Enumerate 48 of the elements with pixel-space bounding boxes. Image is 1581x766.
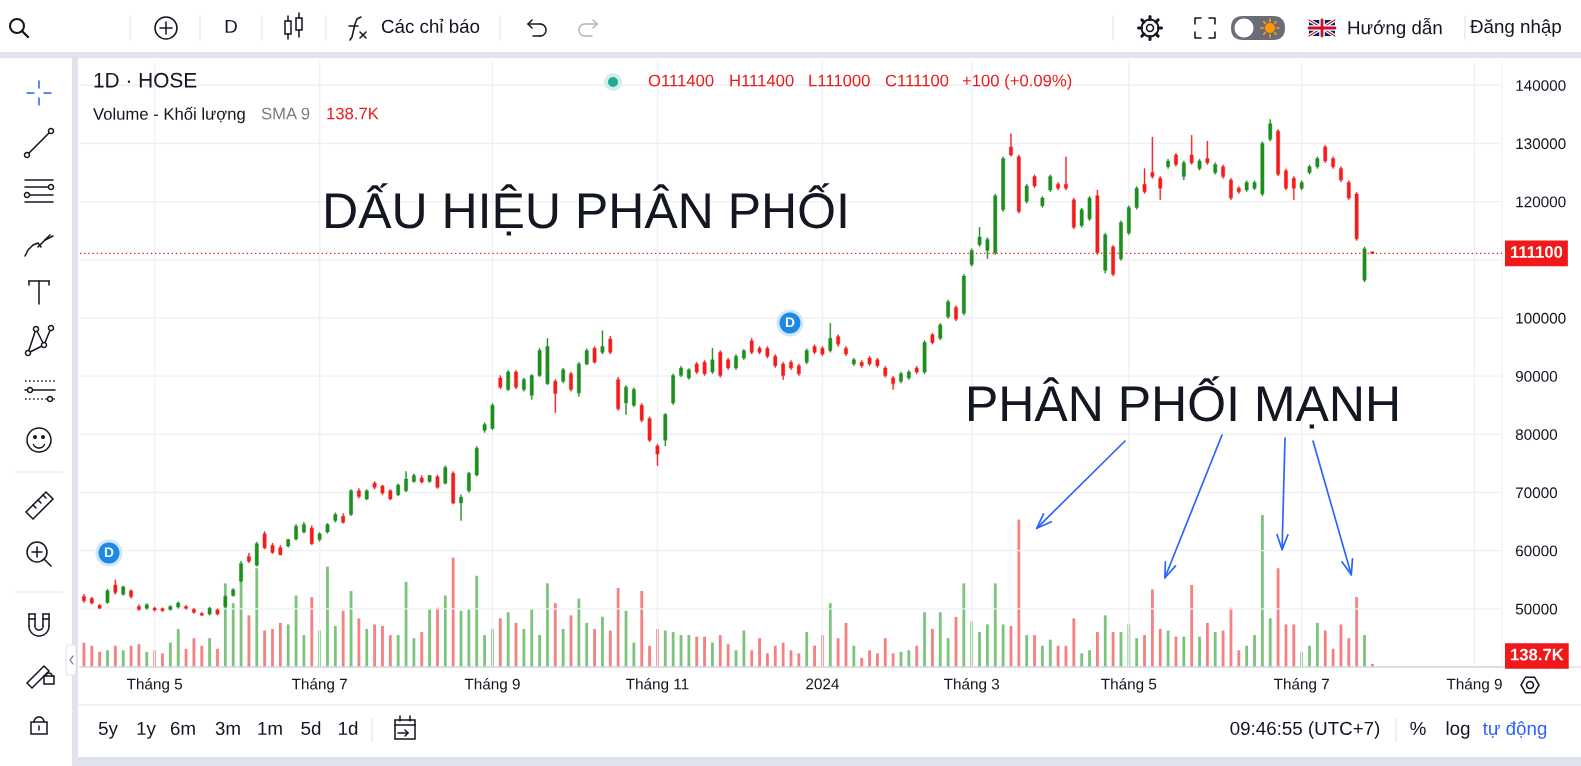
text: Các chỉ báo — [381, 18, 480, 34]
ref-line-label: 111100 — [1511, 246, 1563, 258]
text: % — [1410, 721, 1426, 735]
x-tick-label: Tháng 5 — [126, 678, 183, 693]
annotation: +100 (+0.09%) — [962, 74, 1072, 90]
text: tự động — [1482, 721, 1547, 739]
text: D — [225, 19, 237, 33]
text: Đăng nhập — [1470, 19, 1561, 37]
x-tick-label: Tháng 9 — [1446, 678, 1502, 693]
y-tick-label: 130000 — [1516, 138, 1566, 150]
text: 3m — [215, 721, 240, 736]
y-tick-label: 60000 — [1515, 545, 1558, 557]
annotation: DẤU HIỆU PHÂN PHỐI — [326, 183, 846, 236]
y-tick-label: 80000 — [1515, 429, 1558, 440]
y-tick-label: 120000 — [1516, 196, 1566, 208]
x-tick-label: 2024 — [806, 678, 839, 690]
y-tick-label: 50000 — [1515, 603, 1558, 615]
annotation: 138.7K — [327, 107, 379, 120]
x-tick-label: Tháng 11 — [626, 678, 689, 693]
text: 09:46:55 (UTC+7) — [1230, 721, 1380, 739]
y-tick-label: 100000 — [1516, 312, 1566, 324]
annotation: D — [104, 547, 114, 558]
chart-title: 1D · HOSE — [94, 72, 197, 88]
annotation: C111100 — [885, 74, 949, 87]
x-tick-label: Tháng 7 — [1273, 678, 1329, 693]
text: 138.7K — [1511, 648, 1564, 661]
x-tick-label: Tháng 7 — [291, 678, 347, 693]
text: log — [1446, 721, 1470, 739]
annotation: PHÂN PHỐI MẠNH — [969, 376, 1397, 429]
text: 1m — [258, 721, 282, 735]
chart-title: Volume - Khối lượng — [93, 106, 245, 124]
text: 5d — [301, 721, 321, 736]
text: 6m — [170, 721, 195, 736]
y-tick-label: 140000 — [1516, 80, 1566, 91]
x-tick-label: Tháng 9 — [464, 678, 520, 693]
y-tick-label: 90000 — [1515, 371, 1558, 382]
annotation: L111000 — [809, 74, 870, 87]
text: Hướng dẫn — [1348, 17, 1442, 39]
annotation: O111400 — [648, 74, 714, 87]
text: 1d — [339, 721, 358, 736]
text: 5y — [98, 721, 118, 739]
text: 1y — [137, 721, 156, 739]
x-tick-label: Tháng 3 — [944, 678, 1000, 693]
x-tick-label: Tháng 5 — [1101, 678, 1157, 693]
annotation: H111400 — [730, 74, 794, 87]
annotation: D — [785, 317, 795, 328]
annotation: SMA 9 — [261, 107, 310, 120]
y-tick-label: 70000 — [1515, 487, 1558, 499]
